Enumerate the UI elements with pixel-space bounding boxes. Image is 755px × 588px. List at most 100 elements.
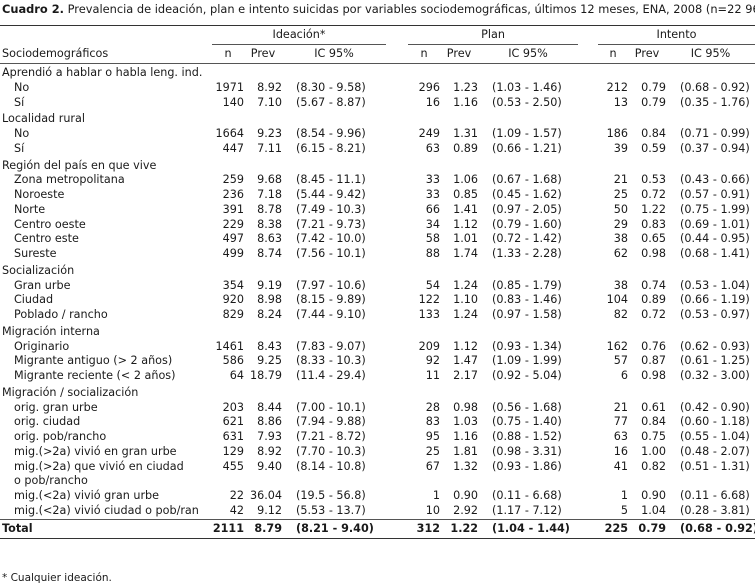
cell-ic: (0.85 - 1.79) xyxy=(492,278,562,292)
cell-ic: (5.53 - 13.7) xyxy=(296,503,366,517)
table-row: Centro oeste 229 8.38 (7.21 - 9.73) 34 1.12 (0… xyxy=(0,218,755,233)
cell-n: 236 xyxy=(222,188,244,201)
cell-ic: (0.97 - 2.05) xyxy=(492,202,562,216)
cell-prev: 8.78 xyxy=(257,202,282,216)
table-body: Aprendió a hablar o habla leng. ind. No 19… xyxy=(0,64,755,520)
cell-prev: 0.98 xyxy=(641,369,667,382)
cell-n: 225 xyxy=(598,518,629,539)
cell-prev: 0.98 xyxy=(453,400,479,414)
cell-n: 58 xyxy=(425,232,441,246)
cell-ic: (0.44 - 0.95) xyxy=(680,232,750,246)
cell-ic: (5.67 - 8.87) xyxy=(296,95,366,109)
cell-prev: 1.12 xyxy=(453,339,479,353)
row-label: orig. ciudad xyxy=(14,415,81,429)
table-row: No 1971 8.92 (8.30 - 9.58) 296 1.23 (1.03 - 1.… xyxy=(0,81,755,96)
cell-ic: (7.83 - 9.07) xyxy=(296,339,366,353)
cell-ic: (7.21 - 9.73) xyxy=(296,217,366,231)
cell-ic: (0.68 - 0.92) xyxy=(666,518,755,539)
row-label: Poblado / rancho xyxy=(14,308,108,321)
cell-n: 38 xyxy=(613,278,629,292)
cell-ic: (7.56 - 10.1) xyxy=(296,247,366,260)
cell-ic: (0.42 - 0.90) xyxy=(680,400,750,414)
table-footnote: * Cualquier ideación. xyxy=(2,572,112,584)
table-row: orig. gran urbe 203 8.44 (7.00 - 10.1) 28 0.9… xyxy=(0,401,755,416)
cell-prev: 1.23 xyxy=(453,80,479,94)
table-row: Noroeste 236 7.18 (5.44 - 9.42) 33 0.85 (0.45 … xyxy=(0,188,755,203)
cell-ic: (0.56 - 1.68) xyxy=(492,400,562,414)
cell-ic: (0.83 - 1.46) xyxy=(492,293,562,307)
cell-n: 39 xyxy=(613,141,629,155)
cell-prev: 7.18 xyxy=(257,188,282,201)
header-group-row: Ideación* Plan Intento xyxy=(0,25,755,45)
cell-prev: 1.22 xyxy=(641,202,667,216)
cell-ic: (0.68 - 1.41) xyxy=(680,247,750,260)
table-row: mig.(>2a) que vivió en ciudad 455 9.40 (8.1… xyxy=(0,460,755,475)
table-row: Sí 447 7.11 (6.15 - 8.21) 63 0.89 (0.66 - 1.21… xyxy=(0,142,755,157)
cell-prev: 0.79 xyxy=(641,80,667,94)
cell-prev: 1.01 xyxy=(453,232,479,246)
cell-n: 34 xyxy=(425,217,441,231)
cell-n: 57 xyxy=(613,354,629,368)
cell-n: 1 xyxy=(620,489,629,502)
cell-ic: (8.15 - 9.89) xyxy=(296,293,366,307)
row-label: mig.(>2a) que vivió en ciudad xyxy=(14,459,184,473)
column-header-ic: IC 95% xyxy=(666,44,755,64)
group-header-ideacion: Ideación* xyxy=(212,25,387,45)
cell-prev: 9.68 xyxy=(257,173,282,187)
cell-prev: 8.92 xyxy=(257,80,282,94)
cell-ic: (0.53 - 2.50) xyxy=(492,95,562,109)
cell-n: 1461 xyxy=(215,339,244,353)
section-title: Socialización xyxy=(2,263,75,277)
table-row: Sureste 499 8.74 (7.56 - 10.1) 88 1.74 (1.33 -… xyxy=(0,247,755,262)
cell-n: 122 xyxy=(418,293,441,307)
cell-prev: 1.24 xyxy=(453,308,479,321)
table-row: mig.(>2a) vivió en gran urbe 129 8.92 (7.70… xyxy=(0,445,755,460)
cell-prev: 0.61 xyxy=(641,400,667,414)
cell-prev: 0.90 xyxy=(641,489,667,502)
table-row: mig.(<2a) vivió gran urbe 22 36.04 (19.5 - … xyxy=(0,489,755,504)
cell-ic: (8.54 - 9.96) xyxy=(296,127,366,140)
cell-ic: (7.97 - 10.6) xyxy=(296,278,366,292)
cell-ic: (7.49 - 10.3) xyxy=(296,202,366,216)
cell-prev: 0.72 xyxy=(641,188,667,201)
cell-prev: 1.74 xyxy=(453,247,479,260)
cell-ic: (19.5 - 56.8) xyxy=(296,489,366,502)
cell-ic: (0.62 - 0.93) xyxy=(680,339,750,353)
header-column-row: Sociodemográficos n Prev IC 95% n Prev I… xyxy=(0,44,755,64)
cell-n: 42 xyxy=(229,503,244,517)
section-header-row: Socialización xyxy=(0,262,755,279)
cell-prev: 1.31 xyxy=(453,127,479,140)
cell-n: 920 xyxy=(222,293,244,307)
cell-ic: (0.53 - 0.97) xyxy=(680,308,750,321)
cell-n: 41 xyxy=(613,459,629,473)
cell-n: 21 xyxy=(613,400,629,414)
cell-ic: (7.44 - 9.10) xyxy=(296,308,366,321)
cell-n: 50 xyxy=(613,202,629,216)
section-header-row: Aprendió a hablar o habla leng. ind. xyxy=(0,64,755,81)
cell-ic: (7.42 - 10.0) xyxy=(296,232,366,246)
cell-n: 209 xyxy=(418,339,441,353)
cell-prev: 8.24 xyxy=(257,308,282,321)
cell-n: 354 xyxy=(222,278,244,292)
cell-ic: (0.11 - 6.68) xyxy=(680,489,750,502)
cell-ic: (0.75 - 1.99) xyxy=(680,202,750,216)
cell-n: 54 xyxy=(425,278,441,292)
column-header-ic: IC 95% xyxy=(282,44,387,64)
cell-n: 10 xyxy=(425,503,441,517)
cell-prev: 36.04 xyxy=(249,489,282,502)
row-label: orig. pob/rancho xyxy=(14,430,107,443)
cell-n: 38 xyxy=(613,232,629,246)
cell-n: 104 xyxy=(606,293,629,307)
section-header-row: Migración / socialización xyxy=(0,384,755,401)
table-row: Centro este 497 8.63 (7.42 - 10.0) 58 1.01 (0.… xyxy=(0,232,755,247)
cell-ic: (1.03 - 1.46) xyxy=(492,80,562,94)
cell-ic: (0.61 - 1.25) xyxy=(680,354,750,368)
cell-ic: (1.09 - 1.99) xyxy=(492,354,562,368)
cell-prev: 9.12 xyxy=(257,503,282,517)
cell-n: 62 xyxy=(613,247,629,260)
cell-n: 33 xyxy=(425,173,441,187)
row-label: mig.(<2a) vivió gran urbe xyxy=(14,489,160,502)
section-header-row: Migración interna xyxy=(0,323,755,340)
cell-prev: 1.10 xyxy=(453,293,479,307)
